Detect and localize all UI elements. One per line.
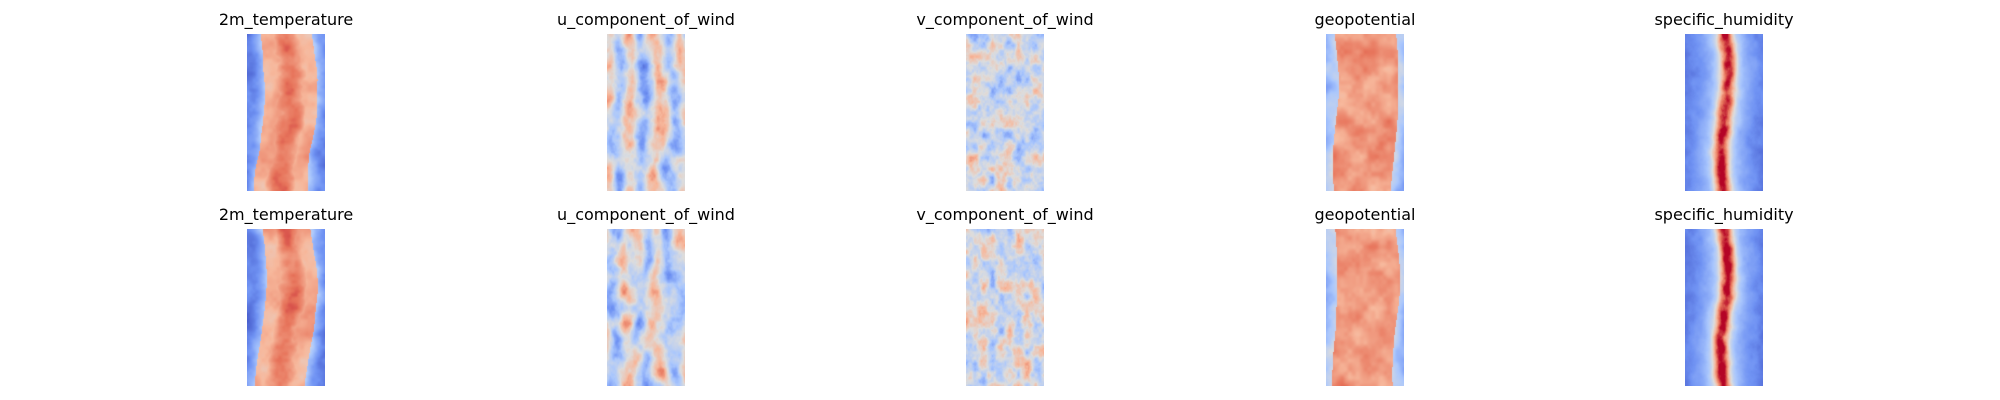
panel-title: geopotential [1314, 205, 1416, 224]
panel-title: specific_humidity [1654, 205, 1794, 224]
heatmap-v-component-of-wind [966, 34, 1044, 191]
heatmap-2m-temperature [247, 229, 325, 386]
panel-title: geopotential [1314, 10, 1416, 29]
panel-title: 2m_temperature [218, 10, 354, 29]
panel-title: specific_humidity [1654, 10, 1794, 29]
heatmap-2m-temperature [247, 34, 325, 191]
heatmap-geopotential [1326, 229, 1404, 386]
heatmap-specific-humidity [1685, 34, 1763, 191]
panel-title: 2m_temperature [218, 205, 354, 224]
panel-title: v_component_of_wind [916, 10, 1094, 29]
panel-title: u_component_of_wind [557, 10, 735, 29]
heatmap-u-component-of-wind [607, 34, 685, 191]
heatmap-u-component-of-wind [607, 229, 685, 386]
heatmap-geopotential [1326, 34, 1404, 191]
panel-title: v_component_of_wind [916, 205, 1094, 224]
heatmap-specific-humidity [1685, 229, 1763, 386]
heatmap-v-component-of-wind [966, 229, 1044, 386]
panel-title: u_component_of_wind [557, 205, 735, 224]
